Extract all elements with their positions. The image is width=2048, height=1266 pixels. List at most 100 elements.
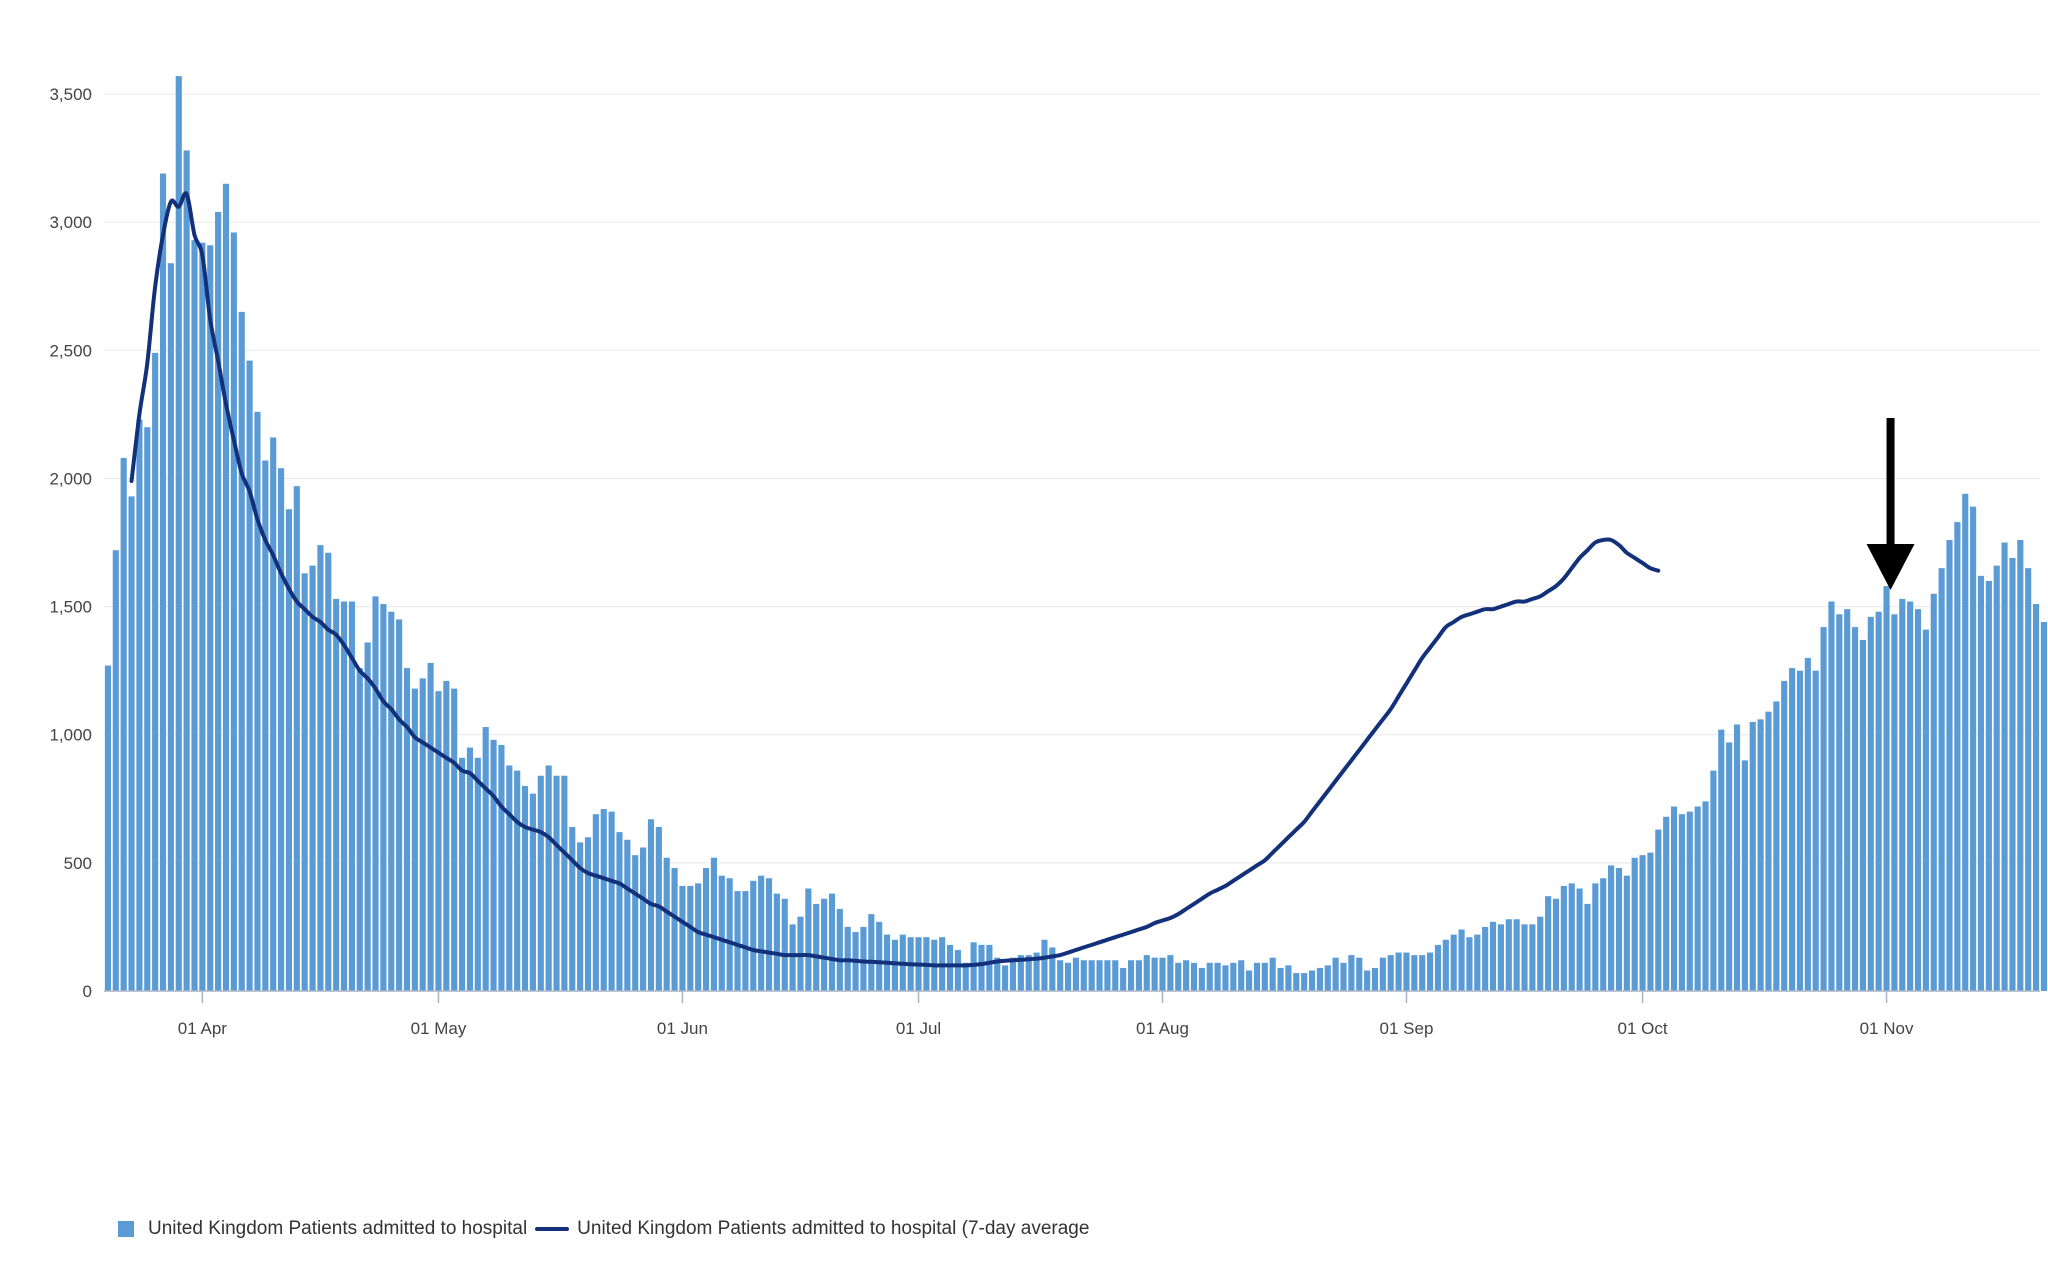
x-tick-label: 01 Apr <box>178 1019 227 1038</box>
bar <box>1253 962 1261 991</box>
bar <box>1796 670 1804 991</box>
bar <box>1332 957 1339 991</box>
bar <box>1143 955 1150 991</box>
bar <box>1804 657 1811 991</box>
bar <box>1482 926 1489 991</box>
bar <box>1230 962 1237 991</box>
bar <box>1922 629 1929 991</box>
bar <box>1096 960 1103 991</box>
bar <box>891 939 898 991</box>
bar <box>1041 939 1048 991</box>
bar <box>1167 955 1174 991</box>
bar <box>2009 557 2016 991</box>
bar <box>1584 903 1591 991</box>
bar <box>1765 711 1772 991</box>
bar <box>498 744 505 991</box>
bar <box>624 839 631 991</box>
x-axis: 01 Apr 01 May 01 Jun 01 Jul 01 Aug 01 Sep 01 O… <box>104 990 2040 1038</box>
bar <box>427 662 434 991</box>
bar <box>946 944 954 991</box>
bar <box>695 883 702 991</box>
bar <box>1560 885 1567 991</box>
bar <box>529 793 536 991</box>
bar <box>592 814 599 991</box>
bar <box>1206 962 1213 991</box>
bar <box>805 888 812 991</box>
bar <box>1655 829 1662 991</box>
bar <box>569 826 576 991</box>
bar <box>1120 967 1127 991</box>
bar <box>1946 539 1953 991</box>
bar <box>1175 962 1182 991</box>
bar <box>1962 493 1969 991</box>
bar <box>1859 639 1866 991</box>
bar <box>954 949 961 991</box>
bar <box>545 765 552 991</box>
bar <box>1127 960 1135 991</box>
bar <box>616 832 623 991</box>
y-tick-label: 0 <box>83 982 92 1001</box>
bar <box>836 908 843 991</box>
bar <box>1277 967 1284 991</box>
bar <box>1009 957 1017 991</box>
bar <box>1458 929 1465 991</box>
bar <box>1269 957 1276 991</box>
bar <box>1489 921 1497 991</box>
bar <box>584 837 592 991</box>
bar <box>1930 593 1937 991</box>
bar <box>207 245 214 991</box>
bar <box>474 757 481 991</box>
bar <box>1190 962 1198 991</box>
bar <box>962 962 969 991</box>
bar <box>459 757 466 991</box>
bar <box>1639 855 1646 991</box>
bar <box>876 921 883 991</box>
bar <box>144 427 151 991</box>
bar <box>2032 604 2040 991</box>
bar <box>1033 952 1040 991</box>
bar <box>1513 919 1520 991</box>
bar <box>419 678 426 991</box>
bar <box>1025 955 1032 991</box>
gridlines <box>104 93 2040 864</box>
bar <box>1238 960 1245 991</box>
bar <box>380 604 387 991</box>
bar <box>1466 937 1473 991</box>
bar <box>262 460 269 991</box>
bar <box>663 857 670 991</box>
bar <box>640 847 647 991</box>
legend-item-line[interactable]: United Kingdom Patients admitted to hosp… <box>535 1218 1089 1240</box>
bar <box>175 76 182 992</box>
bar <box>1316 967 1323 991</box>
bar <box>1364 970 1371 991</box>
bar <box>1356 957 1363 991</box>
bar <box>1970 506 1977 991</box>
bar <box>1883 586 1890 991</box>
bar <box>1340 962 1347 991</box>
y-tick-label: 1,000 <box>49 726 92 745</box>
bar <box>230 232 237 991</box>
bar <box>1395 952 1402 991</box>
legend-item-bars[interactable]: United Kingdom Patients admitted to hosp… <box>118 1218 527 1240</box>
bar <box>1017 955 1024 991</box>
bar <box>1348 955 1355 991</box>
bar <box>340 601 348 991</box>
bar <box>828 893 836 991</box>
bar <box>1450 934 1457 991</box>
bar <box>183 150 190 992</box>
bar <box>238 311 245 992</box>
bar <box>1993 565 2000 991</box>
bar <box>1907 601 1914 991</box>
bar <box>1442 939 1449 991</box>
bar <box>301 573 308 991</box>
bar <box>821 898 828 991</box>
bar <box>1576 888 1583 991</box>
bar <box>1183 960 1190 991</box>
bar <box>482 727 489 991</box>
bar <box>309 565 316 991</box>
bar <box>1293 973 1300 991</box>
bar <box>1505 919 1512 991</box>
bar <box>1379 957 1386 991</box>
bar <box>655 826 662 991</box>
